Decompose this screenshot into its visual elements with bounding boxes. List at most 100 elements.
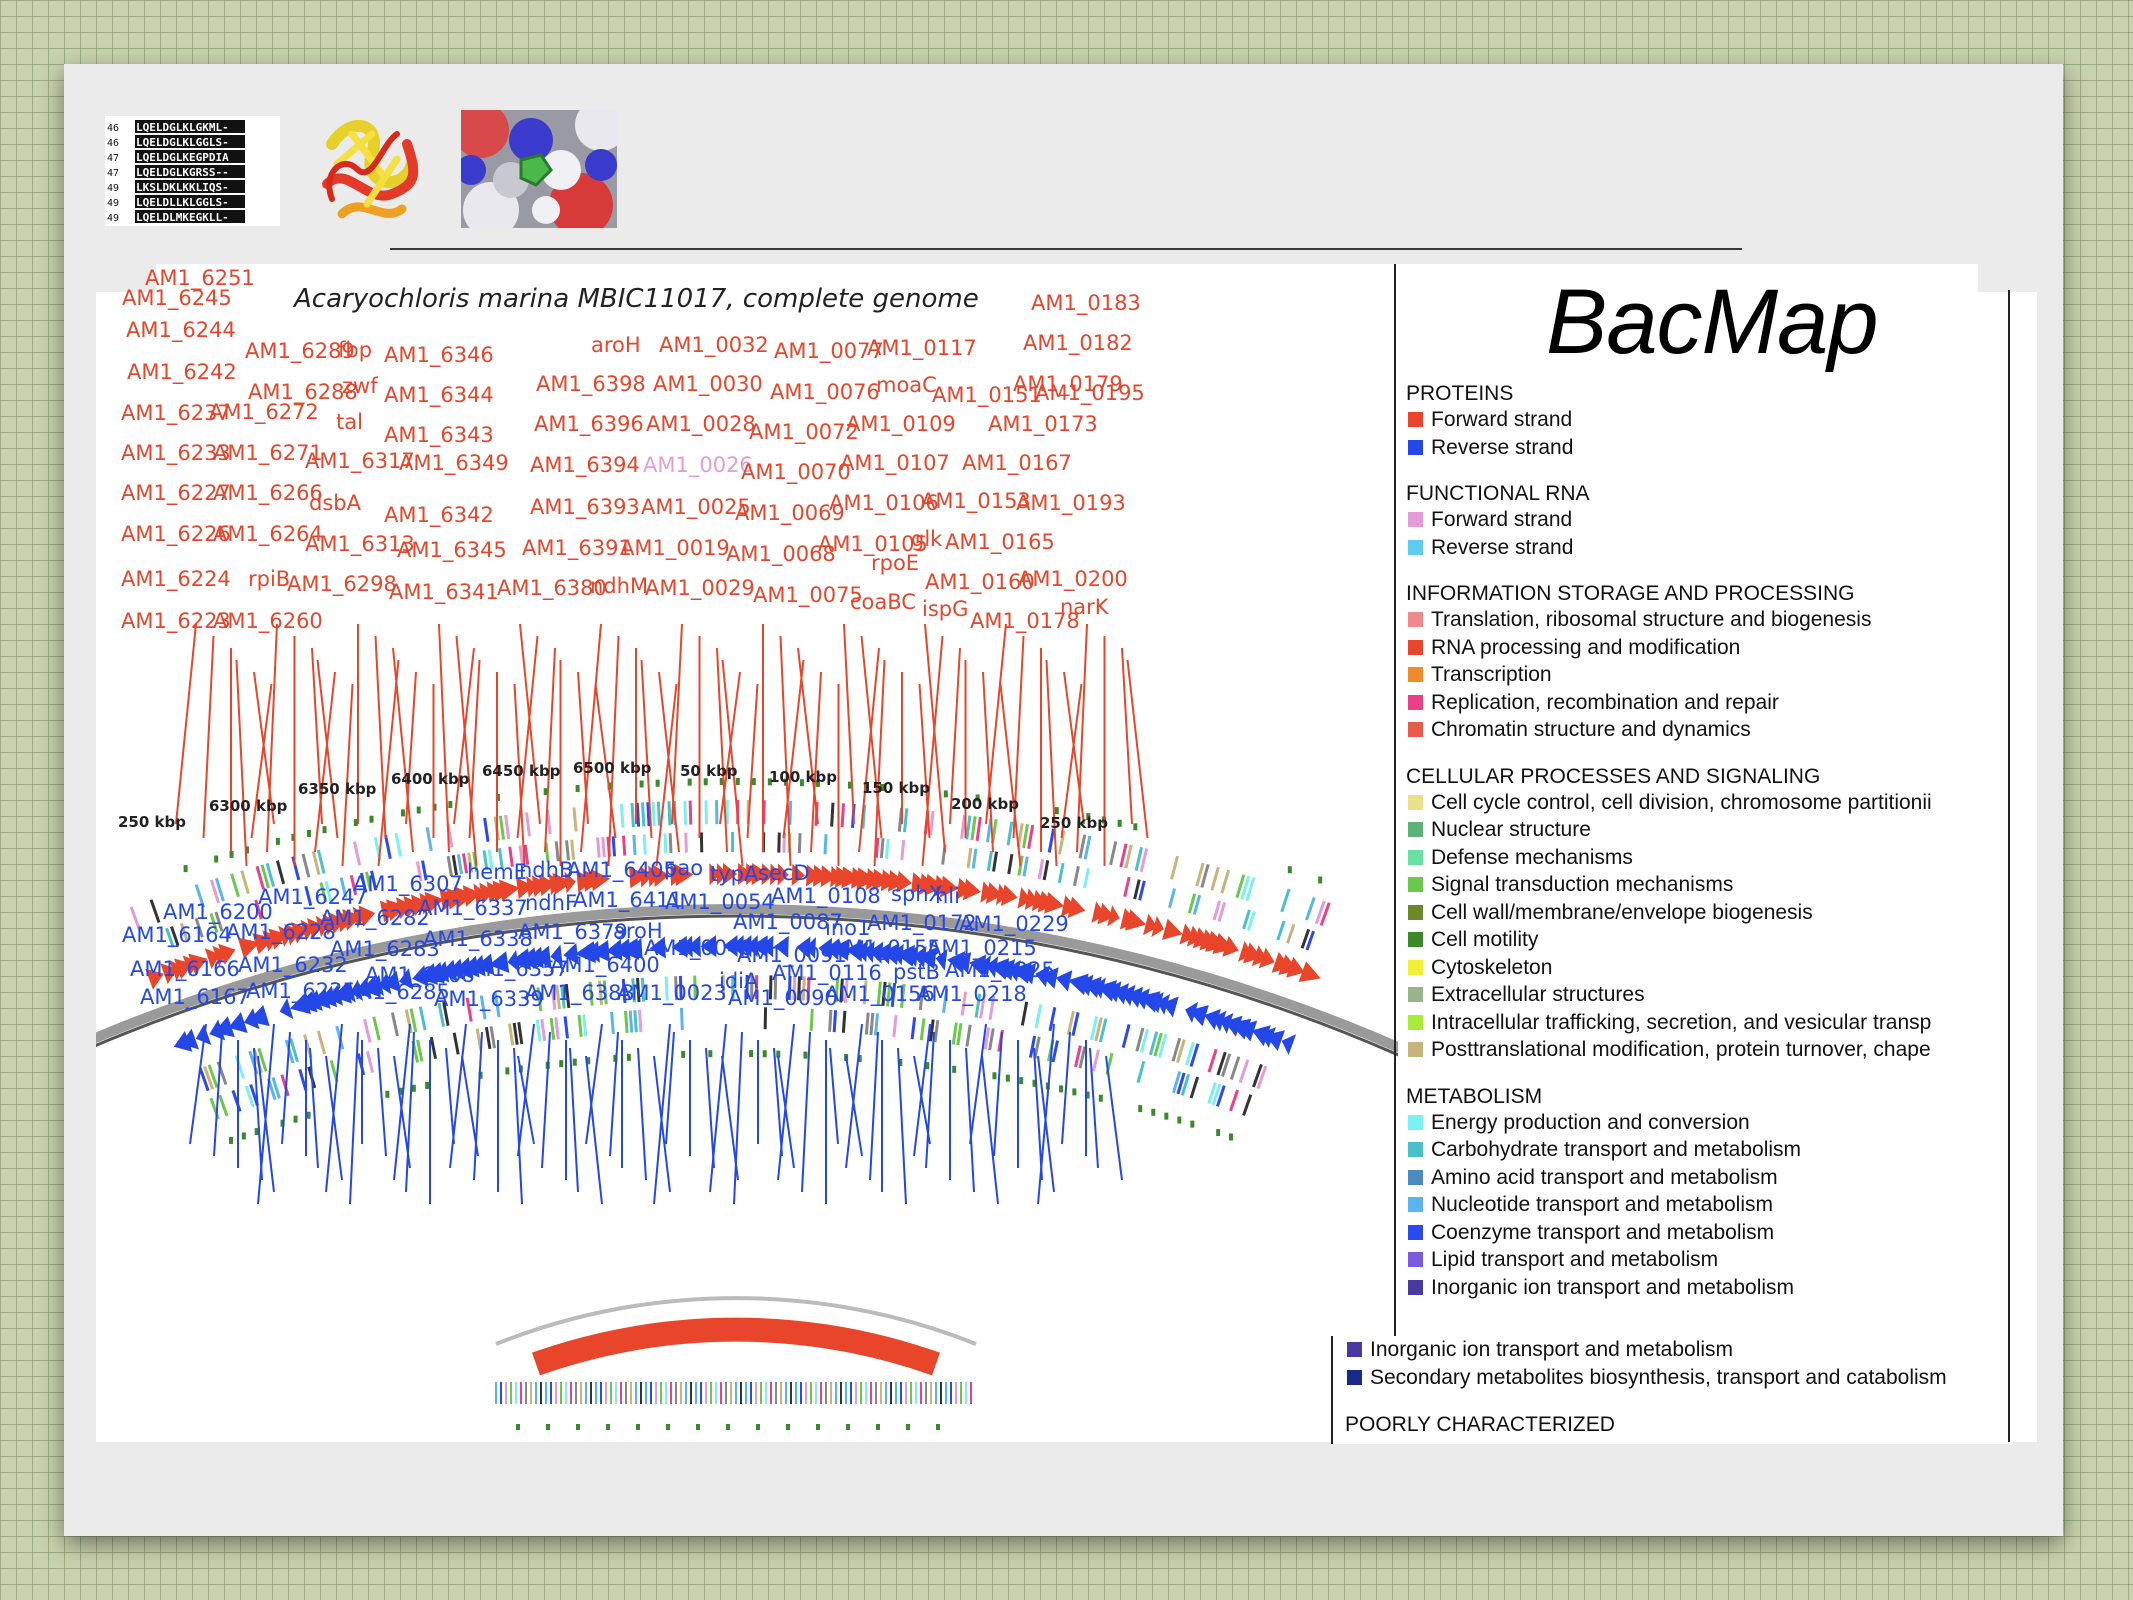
legend-swatch [1347,1369,1362,1385]
legend-swatch [1408,439,1423,455]
gene-label: AM1_0108 [771,884,881,909]
legend-label: Defense mechanisms [1431,845,1633,869]
legend-label: Lipid transport and metabolism [1431,1248,1719,1271]
gene-label: ndhM [590,574,648,598]
legend-item: Defense mechanisms [1406,844,1978,872]
gene-label: rpiB [248,567,290,591]
gene-label: AM1_0087 [733,910,843,935]
kbp-tick-label: 250 kbp [118,813,186,831]
gene-label: AM1_0153 [921,489,1031,514]
gene-label: AM1_6227 [121,481,231,506]
gene-label: AM1_6400 [550,953,660,978]
gene-label: AM1_0109 [846,412,956,437]
gene-label: AM1_6394 [530,453,640,478]
gene-label: AM1_0116 [772,961,882,986]
legend-item: Extracellular structures [1406,981,1978,1009]
gene-label: AM1_6337 [418,896,528,921]
kbp-tick-label: 6500 kbp [573,759,652,777]
gene-label: AM1_6237 [121,401,231,426]
gene-label: AM1_0030 [653,372,763,397]
gene-label: AM1_0075 [753,583,863,608]
gene-label: AM1_6396 [534,412,644,437]
gene-label: moaC [876,373,937,397]
gene-label: AM1_0195 [1035,381,1145,406]
legend-section-title: FUNCTIONAL RNA [1406,482,1590,505]
gene-label: fbp [338,338,372,362]
legend-item: Carbohydrate transport and metabolism [1406,1136,1978,1164]
gene-label: dsbA [309,491,362,515]
gene-label: AM1_0105 [818,532,928,557]
legend-item: Reverse strand [1406,434,1978,462]
gene-label: AM1_6233 [121,441,231,466]
gene-label: AM1_6307 [353,872,463,897]
legend-item: Secondary metabolites biosynthesis, tran… [1333,1364,2013,1392]
gene-label: AM1_0151 [932,383,1042,408]
gene-label: AM1_6164 [122,923,232,948]
gene-label: AM1_0179 [1013,372,1123,397]
legend-label: Reverse strand [1431,435,1574,459]
bacmap-logo: BacMap [1546,271,1878,373]
gene-label: hemE [467,860,527,884]
map-title: Acaryochloris marina MBIC11017, complete… [294,284,979,314]
gene-label: idiA [719,969,759,993]
gene-label: AM1_6283 [330,937,440,962]
gene-label: AM1_0218 [917,982,1027,1007]
msa-alignment-thumbnail: 46 LQELDGLKLGKML- 46 LQELDGLKLGGLS- 47 LQELDG… [105,116,280,226]
legend-swatch [1408,987,1423,1002]
legend-swatch [1408,612,1423,627]
legend-label: Cytoskeleton [1431,955,1553,979]
gene-label: ino1 [825,916,870,940]
gene-label: AM1_6224 [121,567,231,592]
gene-label: AM1_0068 [726,542,836,567]
gene-label: ndhF [525,891,577,915]
legend-item: Replication, recombination and repair [1406,689,1978,717]
msa-line-number: 49 [107,198,119,209]
legend-label: Translation, ribosomal structure and bio… [1431,608,1872,631]
gene-label: AM1_0173 [988,412,1098,437]
gene-label: AM1_0029 [645,576,755,601]
gene-label: AM1_6393 [530,495,640,520]
kbp-tick-label: 100 kbp [769,768,837,786]
legend-item: Lipid transport and metabolism [1406,1246,1978,1274]
legend-swatch [1408,959,1423,975]
gene-label: secD [758,861,810,885]
legend-label: Inorganic ion transport and metabolism [1370,1338,1734,1361]
legend-label: Inorganic ion transport and metabolism [1431,1275,1795,1299]
gene-label: AM1_6357 [459,957,569,982]
gene-label: AM1_0117 [867,336,977,361]
legend-swatch [1408,512,1423,527]
gene-label: sphX [891,882,943,906]
legend-label: Coenzyme transport and metabolism [1431,1220,1775,1244]
gene-label: AM1_6391 [522,536,632,561]
gene-label: AM1_6380 [497,576,607,601]
legend-swatch [1408,639,1423,655]
gene-label: AM1_0172 [867,911,977,936]
legend-item: Inorganic ion transport and metabolism [1406,1274,1978,1302]
gene-label: AM1_0165 [945,530,1055,555]
gene-label: AM1_0070 [741,460,851,485]
legend-label: Signal transduction mechanisms [1431,873,1734,896]
legend-item: Cell motility [1406,926,1978,954]
kbp-tick-label: 50 kbp [680,762,738,780]
gene-label: AM1_6313 [305,532,415,557]
legend-swatch [1408,412,1423,427]
legend-swatch [1408,794,1423,810]
kbp-tick-label: 6350 kbp [298,780,377,798]
legend-item: Cell cycle control, cell division, chrom… [1406,789,1978,817]
gene-label: AM1_6260 [213,609,323,634]
gene-label: AM1_0106 [829,491,939,516]
map-right-border [2008,290,2010,1442]
gene-label: AM1_0025 [641,495,751,520]
legend-swatch [1408,667,1423,682]
gene-label: glk [911,527,943,551]
gene-label: AM1_6272 [209,400,319,425]
legend-item: Cell wall/membrane/envelope biogenesis [1406,899,1978,927]
msa-line-number: 47 [107,168,119,179]
legend-divider [1394,264,1396,1344]
legend-swatch [1408,1252,1423,1267]
legend-label: Cell cycle control, cell division, chrom… [1431,790,1932,814]
gene-label: AM1_0229 [959,912,1069,937]
gene-label: AM1_0090 [728,986,838,1011]
legend-item: Translation, ribosomal structure and bio… [1406,606,1978,634]
